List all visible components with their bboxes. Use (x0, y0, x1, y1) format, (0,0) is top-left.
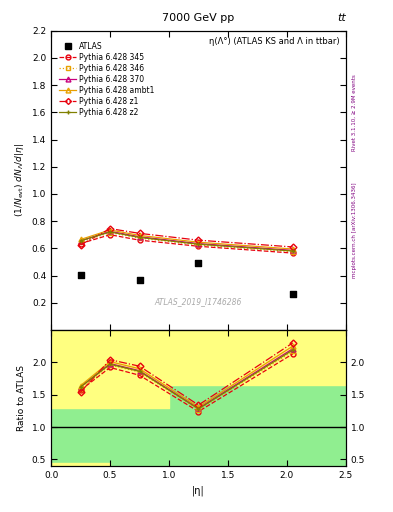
Y-axis label: $(1/N_{\rm evt})\ dN_{\Lambda}/d|\eta|$: $(1/N_{\rm evt})\ dN_{\Lambda}/d|\eta|$ (13, 143, 26, 218)
Text: Rivet 3.1.10, ≥ 2.9M events: Rivet 3.1.10, ≥ 2.9M events (352, 74, 357, 151)
Text: tt: tt (337, 13, 346, 23)
Text: 7000 GeV pp: 7000 GeV pp (162, 13, 235, 23)
Text: η(Λ°) (ATLAS KS and Λ in ttbar): η(Λ°) (ATLAS KS and Λ in ttbar) (209, 37, 340, 46)
Text: mcplots.cern.ch [arXiv:1306.3436]: mcplots.cern.ch [arXiv:1306.3436] (352, 183, 357, 278)
Y-axis label: Ratio to ATLAS: Ratio to ATLAS (17, 365, 26, 431)
Point (77, 271, 84, 279)
Point (136, 276, 143, 284)
Point (195, 259, 202, 267)
X-axis label: |η|: |η| (192, 485, 205, 496)
Legend: ATLAS, Pythia 6.428 345, Pythia 6.428 346, Pythia 6.428 370, Pythia 6.428 ambt1,: ATLAS, Pythia 6.428 345, Pythia 6.428 34… (58, 40, 156, 118)
Text: ATLAS_2019_I1746286: ATLAS_2019_I1746286 (155, 297, 242, 306)
Point (290, 290, 296, 298)
